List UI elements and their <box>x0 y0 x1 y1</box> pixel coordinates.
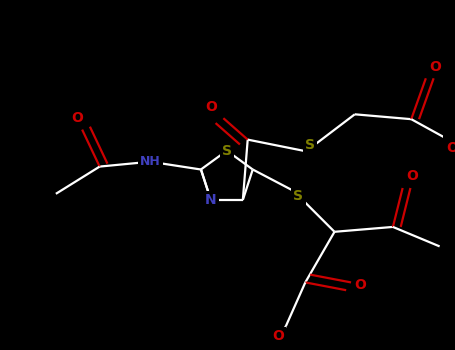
Text: S: S <box>305 139 315 153</box>
Text: O: O <box>272 329 284 343</box>
Text: O: O <box>406 169 418 183</box>
Text: O: O <box>206 99 217 113</box>
Text: S: S <box>222 144 232 158</box>
Text: O: O <box>71 111 83 125</box>
Text: O: O <box>430 60 441 74</box>
Text: O: O <box>354 278 366 292</box>
Text: O: O <box>446 141 455 155</box>
Text: N: N <box>205 193 217 207</box>
Text: S: S <box>293 189 303 203</box>
Text: NH: NH <box>140 155 161 168</box>
